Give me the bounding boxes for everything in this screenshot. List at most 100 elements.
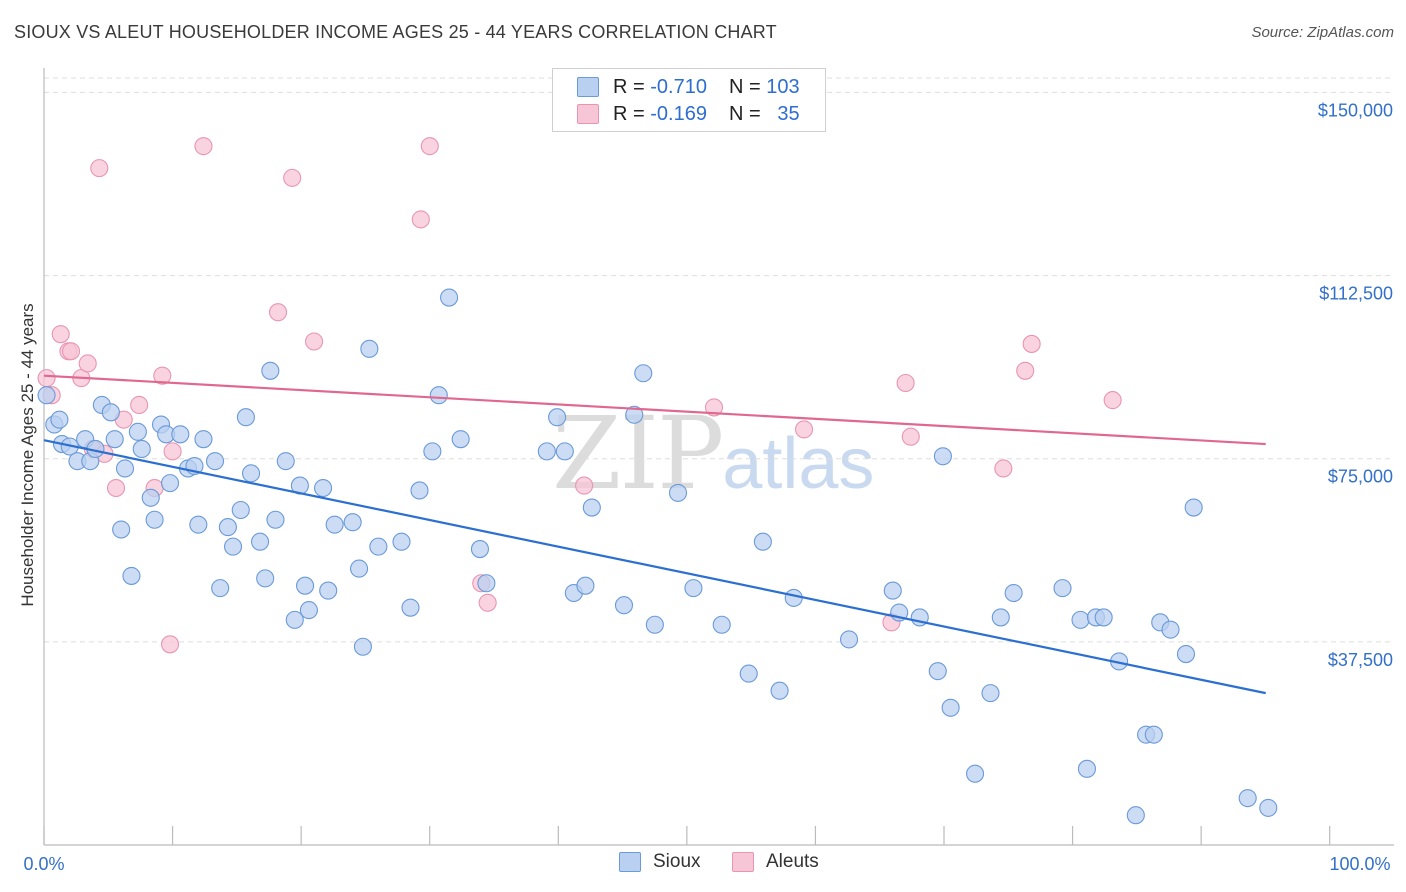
legend-row-sioux: R = -0.710 N = 103	[577, 74, 800, 100]
sioux-point	[753, 532, 772, 551]
sioux-point	[401, 598, 420, 617]
sioux-point	[171, 425, 190, 444]
sioux-point	[1094, 608, 1113, 627]
aleuts-swatch	[577, 104, 599, 124]
sioux-point	[477, 574, 496, 593]
aleut-point	[575, 476, 594, 495]
sioux-point	[1161, 620, 1180, 639]
aleut-point	[78, 354, 97, 373]
sioux-point	[668, 483, 688, 502]
sioux-point	[991, 608, 1010, 627]
aleut-point	[305, 332, 324, 351]
sioux-point	[211, 579, 230, 598]
sioux-point	[966, 764, 985, 783]
sioux-point	[933, 447, 952, 466]
sioux-point	[614, 596, 634, 615]
sioux-point	[350, 559, 369, 578]
n-label: N =	[728, 75, 761, 98]
aleut-point	[160, 635, 180, 654]
aleut-point	[896, 373, 915, 393]
sioux-point	[770, 681, 789, 700]
sioux-point	[548, 408, 567, 427]
sioux-trend-line	[43, 439, 1266, 695]
sioux-point	[1176, 645, 1196, 664]
correlation-legend: R = -0.710 N = 103 R = -0.169 N = 35	[552, 68, 826, 132]
n-value-aleuts: 35	[777, 102, 800, 125]
aleut-trend-line	[43, 374, 1266, 446]
sioux-point	[1144, 725, 1163, 744]
sioux-point	[241, 464, 261, 483]
aleut-point	[130, 395, 149, 415]
y-tick-label: $37,500	[1328, 650, 1393, 670]
sioux-point	[223, 537, 243, 556]
chart-title: SIOUX VS ALEUT HOUSEHOLDER INCOME AGES 2…	[14, 22, 777, 42]
sioux-point	[1071, 610, 1090, 629]
aleut-point	[704, 398, 724, 417]
sioux-point	[105, 430, 124, 449]
sioux-point	[360, 339, 379, 358]
sioux-point	[1126, 806, 1145, 825]
aleut-point	[61, 342, 81, 361]
sioux-point	[582, 498, 601, 517]
sioux-point	[122, 566, 141, 585]
y-tick-label: $112,500	[1319, 284, 1393, 304]
sioux-point	[1238, 789, 1257, 808]
y-tick-label: $75,000	[1328, 467, 1393, 487]
aleut-point	[37, 369, 56, 388]
sioux-point	[325, 515, 344, 534]
sioux-point	[410, 481, 429, 500]
sioux-point	[37, 386, 56, 405]
aleut-point	[994, 459, 1013, 478]
legend-label-aleuts: Aleuts	[766, 851, 819, 872]
sioux-point	[250, 532, 270, 551]
aleut-point	[1103, 391, 1122, 410]
sioux-point	[189, 515, 208, 534]
sioux-point	[261, 361, 280, 380]
sioux-point	[392, 532, 411, 551]
sioux-point	[981, 684, 1000, 703]
aleut-point	[478, 593, 497, 612]
aleut-point	[420, 137, 439, 156]
y-axis-label: Householder Income Ages 25 - 44 years	[18, 303, 37, 607]
sioux-point	[314, 478, 333, 498]
sioux-point	[101, 403, 120, 422]
sioux-point	[319, 581, 338, 600]
aleut-point	[194, 137, 213, 156]
legend-item-aleuts: Aleuts	[732, 851, 819, 873]
sioux-point	[236, 408, 255, 427]
sioux-point	[634, 364, 653, 383]
sioux-point	[141, 488, 160, 507]
n-value-sioux: 103	[766, 75, 800, 98]
chart-source: Source: ZipAtlas.com	[1251, 24, 1394, 41]
sioux-point	[343, 513, 362, 532]
sioux-point	[266, 510, 285, 529]
n-label: N =	[728, 102, 761, 125]
sioux-point	[429, 386, 448, 405]
r-label: R =	[613, 75, 645, 98]
sioux-point	[470, 540, 490, 559]
sioux-point	[537, 442, 556, 461]
series-legend: Sioux Aleuts	[0, 851, 1406, 877]
sioux-point	[276, 452, 295, 471]
sioux-point	[115, 459, 135, 478]
aleut-point	[106, 478, 126, 498]
sioux-point	[194, 430, 213, 449]
sioux-point	[645, 615, 664, 634]
sioux-point	[576, 576, 595, 595]
sioux-point	[296, 576, 315, 595]
sioux-legend-swatch	[619, 852, 641, 872]
sioux-point	[941, 698, 960, 717]
sioux-point	[1259, 798, 1278, 817]
sioux-point	[928, 662, 947, 681]
sioux-swatch	[577, 77, 599, 97]
aleut-point	[901, 427, 920, 446]
aleut-point	[1022, 334, 1041, 353]
aleut-point	[90, 159, 109, 178]
watermark-atlas: atlas	[722, 424, 875, 504]
x-tick-label: 100.0%	[1329, 854, 1390, 874]
sioux-point	[145, 510, 164, 529]
sioux-point	[451, 430, 470, 449]
sioux-point	[784, 588, 803, 607]
x-tick-label: 0.0%	[23, 854, 64, 874]
